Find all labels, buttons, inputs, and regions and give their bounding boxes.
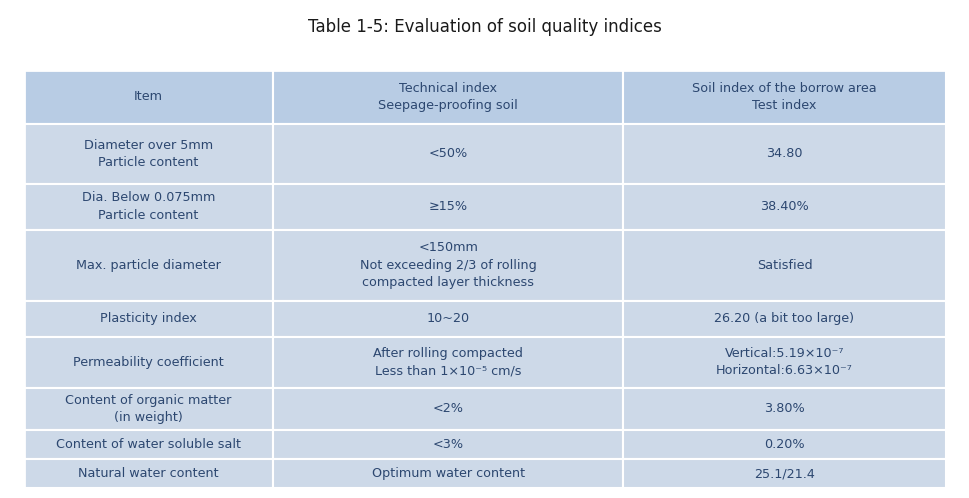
Bar	[273, 388, 623, 430]
Text: 25.1/21.4: 25.1/21.4	[753, 467, 814, 480]
Text: Optimum water content: Optimum water content	[371, 467, 524, 480]
Text: ≥15%: ≥15%	[428, 200, 467, 213]
Text: Table 1-5: Evaluation of soil quality indices: Table 1-5: Evaluation of soil quality in…	[308, 18, 661, 36]
Text: <50%: <50%	[428, 147, 467, 160]
Text: Technical index
Seepage-proofing soil: Technical index Seepage-proofing soil	[378, 82, 517, 112]
Text: After rolling compacted
Less than 1×10⁻⁵ cm/s: After rolling compacted Less than 1×10⁻⁵…	[373, 347, 522, 377]
Text: 34.80: 34.80	[766, 147, 802, 160]
Text: Natural water content: Natural water content	[78, 467, 219, 480]
Text: Permeability coefficient: Permeability coefficient	[74, 356, 224, 369]
Bar	[273, 70, 623, 124]
Text: 38.40%: 38.40%	[760, 200, 808, 213]
Bar	[623, 337, 945, 388]
Text: <150mm
Not exceeding 2/3 of rolling
compacted layer thickness: <150mm Not exceeding 2/3 of rolling comp…	[359, 241, 536, 289]
Bar	[24, 70, 945, 488]
Text: Diameter over 5mm
Particle content: Diameter over 5mm Particle content	[84, 138, 213, 169]
Text: <3%: <3%	[432, 438, 463, 451]
Bar	[273, 337, 623, 388]
Bar	[273, 124, 623, 184]
Bar	[24, 430, 273, 459]
Text: 0.20%: 0.20%	[764, 438, 804, 451]
Text: Item: Item	[134, 91, 163, 104]
Text: 10~20: 10~20	[426, 312, 469, 325]
Bar	[273, 459, 623, 488]
Bar	[623, 459, 945, 488]
Bar	[24, 70, 273, 124]
Bar	[273, 430, 623, 459]
Bar	[24, 184, 273, 230]
Text: Content of organic matter
(in weight): Content of organic matter (in weight)	[65, 394, 232, 424]
Text: Plasticity index: Plasticity index	[100, 312, 197, 325]
Bar	[273, 230, 623, 301]
Text: Content of water soluble salt: Content of water soluble salt	[56, 438, 241, 451]
Bar	[623, 430, 945, 459]
Bar	[273, 301, 623, 337]
Bar	[24, 124, 273, 184]
Bar	[623, 124, 945, 184]
Bar	[273, 184, 623, 230]
Bar	[24, 388, 273, 430]
Bar	[623, 230, 945, 301]
Text: Max. particle diameter: Max. particle diameter	[77, 259, 221, 272]
Bar	[24, 459, 273, 488]
Text: <2%: <2%	[432, 402, 463, 415]
Text: Vertical:5.19×10⁻⁷
Horizontal:6.63×10⁻⁷: Vertical:5.19×10⁻⁷ Horizontal:6.63×10⁻⁷	[715, 347, 852, 377]
Bar	[623, 70, 945, 124]
Bar	[24, 230, 273, 301]
Text: 3.80%: 3.80%	[764, 402, 804, 415]
Bar	[623, 301, 945, 337]
Bar	[623, 388, 945, 430]
Bar	[24, 337, 273, 388]
Bar	[24, 301, 273, 337]
Text: Dia. Below 0.075mm
Particle content: Dia. Below 0.075mm Particle content	[81, 191, 215, 222]
Text: Satisfied: Satisfied	[756, 259, 811, 272]
Text: Soil index of the borrow area
Test index: Soil index of the borrow area Test index	[692, 82, 876, 112]
Bar	[623, 184, 945, 230]
Text: 26.20 (a bit too large): 26.20 (a bit too large)	[714, 312, 854, 325]
